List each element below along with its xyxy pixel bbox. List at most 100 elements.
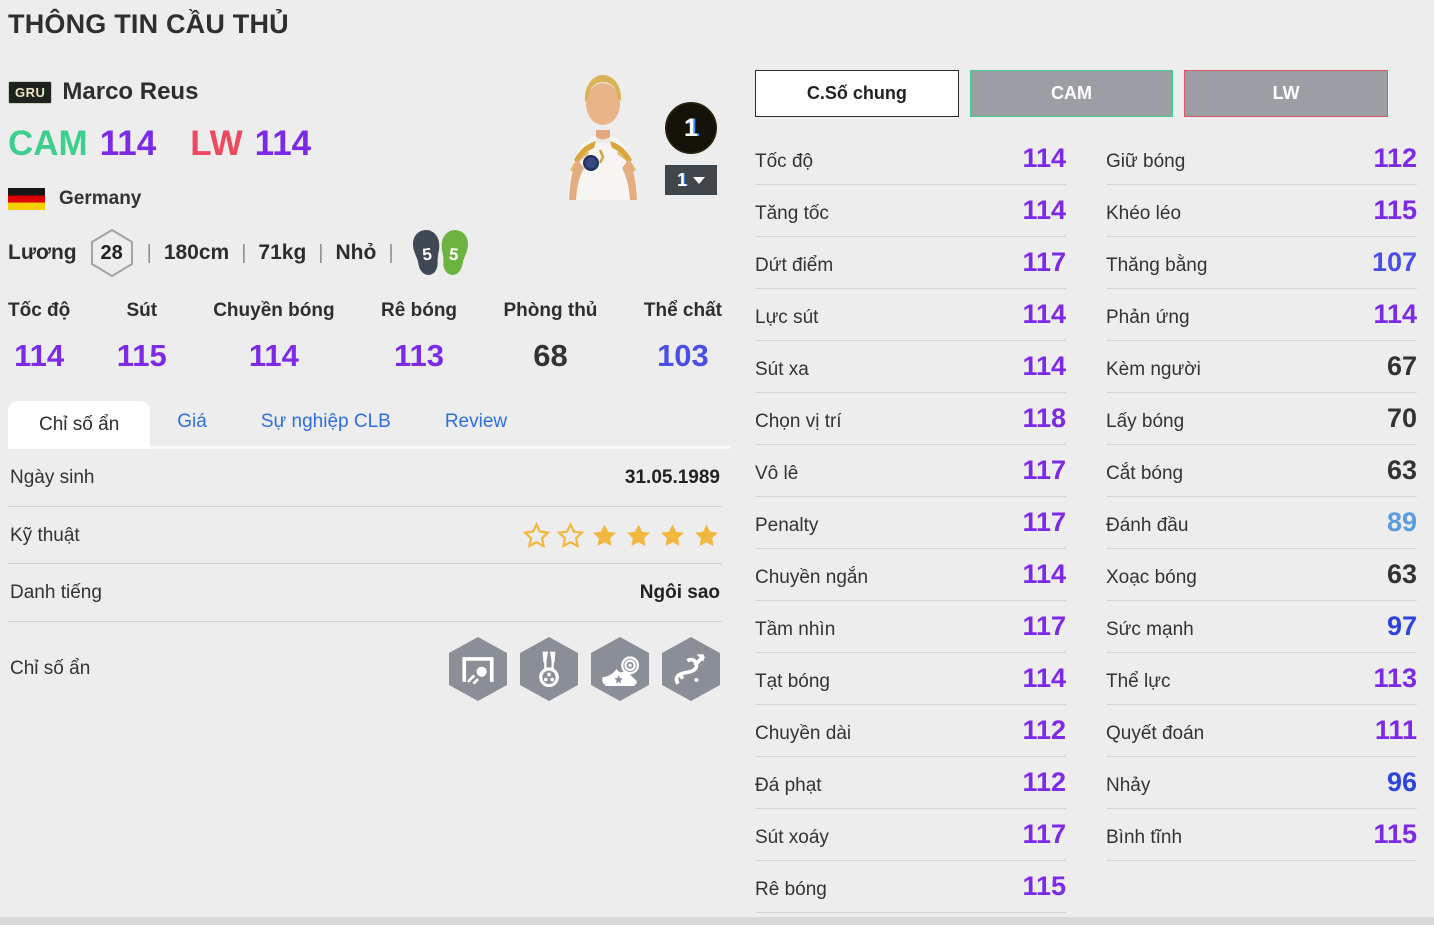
trait-icons bbox=[449, 637, 720, 701]
stat-row: Penalty 117 bbox=[755, 497, 1066, 549]
stat-label: Cắt bóng bbox=[1106, 463, 1184, 484]
position-filter-buttons: C.Số chung CAM LW bbox=[755, 70, 1389, 117]
tab-review[interactable]: Review bbox=[444, 411, 508, 432]
stat-row: Phản ứng 114 bbox=[1106, 289, 1417, 341]
stat-label: Penalty bbox=[755, 515, 819, 536]
stat-value: 118 bbox=[1022, 403, 1066, 433]
filter-button-lw[interactable]: LW bbox=[1184, 70, 1389, 117]
stat-value: 63 bbox=[1386, 559, 1417, 589]
stat-value: 117 bbox=[1022, 247, 1066, 277]
player-info-row: Lương 28 | 180cm | 71kg | Nhỏ | 5 5 bbox=[8, 228, 730, 278]
star-empty-icon bbox=[523, 522, 550, 549]
filter-button-cam[interactable]: CAM bbox=[969, 70, 1174, 117]
stat-row: Vô lê 117 bbox=[755, 445, 1066, 497]
stat-value: 114 bbox=[1373, 299, 1417, 329]
stat-value: 113 bbox=[1373, 663, 1417, 693]
stat-value: 115 bbox=[1373, 819, 1417, 849]
skill-stars bbox=[523, 522, 720, 549]
stat-value: 115 bbox=[1022, 871, 1066, 901]
filter-button-general[interactable]: C.Số chung bbox=[755, 70, 959, 117]
summary-stat: Phòng thủ 68 bbox=[504, 300, 598, 374]
salary-label: Lương bbox=[8, 241, 77, 264]
summary-stat-label: Sút bbox=[126, 300, 158, 321]
stat-columns: Tốc độ 114 Tăng tốc 114 Dứt điểm 117 Lực sút 11… bbox=[755, 133, 1417, 913]
stat-label: Bình tĩnh bbox=[1106, 827, 1183, 848]
tab-giá[interactable]: Giá bbox=[177, 411, 207, 432]
table-row-birthdate: Ngày sinh 31.05.1989 bbox=[8, 449, 722, 507]
separator: | bbox=[146, 241, 152, 264]
stat-label: Sức mạnh bbox=[1106, 619, 1194, 640]
player-name: Marco Reus bbox=[62, 78, 199, 105]
salary-value: 28 bbox=[100, 241, 123, 264]
stat-row: Sút xoáy 117 bbox=[755, 809, 1066, 861]
summary-stat-label: Rê bóng bbox=[381, 300, 458, 321]
hidden-stats-table: Ngày sinh 31.05.1989 Kỹ thuật Danh tiếng… bbox=[8, 449, 722, 715]
stat-row: Chọn vị trí 118 bbox=[755, 393, 1066, 445]
stat-label: Xoạc bóng bbox=[1106, 567, 1197, 588]
stat-value: 115 bbox=[1373, 195, 1417, 225]
chevron-down-icon bbox=[693, 176, 705, 184]
star-filled-icon bbox=[659, 522, 686, 549]
separator: | bbox=[318, 241, 324, 264]
stat-label: Đá phạt bbox=[755, 775, 822, 796]
weak-foot-value: 5 bbox=[420, 244, 433, 265]
stat-label: Lực sút bbox=[755, 307, 819, 328]
stat-row: Nhảy 96 bbox=[1106, 757, 1417, 809]
position-label-cam: CAM bbox=[8, 124, 88, 163]
body-type-value: Nhỏ bbox=[335, 241, 377, 264]
stat-value: 63 bbox=[1386, 455, 1417, 485]
stat-row: Cắt bóng 63 bbox=[1106, 445, 1417, 497]
tab-chỉ-số-ẩn[interactable]: Chỉ số ẩn bbox=[8, 401, 151, 449]
stat-row: Khéo léo 115 bbox=[1106, 185, 1417, 237]
separator: | bbox=[241, 241, 247, 264]
stat-column-0: Tốc độ 114 Tăng tốc 114 Dứt điểm 117 Lực sút 11… bbox=[755, 133, 1066, 913]
summary-stat-value: 113 bbox=[394, 338, 445, 373]
table-row-traits: Chỉ số ẩn bbox=[8, 622, 722, 715]
horizontal-scrollbar[interactable] bbox=[0, 917, 1434, 925]
stat-value: 112 bbox=[1373, 143, 1417, 173]
dribble-path-icon bbox=[662, 637, 720, 701]
stat-label: Tầm nhìn bbox=[755, 619, 836, 640]
stat-value: 114 bbox=[1022, 351, 1066, 381]
summary-stat: Thể chất 103 bbox=[644, 300, 722, 374]
stat-row: Rê bóng 115 bbox=[755, 861, 1066, 913]
summary-stat-label: Tốc độ bbox=[8, 300, 71, 321]
player-header: GRU Marco Reus bbox=[8, 78, 730, 106]
stat-value: 112 bbox=[1022, 715, 1066, 745]
upgrade-level-dropdown[interactable]: 1 bbox=[665, 165, 717, 195]
height-value: 180cm bbox=[163, 241, 230, 264]
stat-label: Giữ bóng bbox=[1106, 151, 1186, 172]
stat-label: Chọn vị trí bbox=[755, 411, 842, 432]
stat-value: 112 bbox=[1022, 767, 1066, 797]
tab-sự-nghiệp-clb[interactable]: Sự nghiệp CLB bbox=[260, 411, 391, 432]
star-empty-icon bbox=[557, 522, 584, 549]
stat-row: Lực sút 114 bbox=[755, 289, 1066, 341]
stat-value: 117 bbox=[1022, 819, 1066, 849]
weight-value: 71kg bbox=[258, 241, 307, 264]
stat-label: Tốc độ bbox=[755, 151, 814, 172]
table-row-fame: Danh tiếng Ngôi sao bbox=[8, 564, 722, 622]
summary-stat-label: Chuyền bóng bbox=[213, 300, 335, 321]
page-title: THÔNG TIN CẦU THỦ bbox=[8, 9, 289, 39]
summary-stat-label: Thể chất bbox=[643, 300, 722, 321]
stat-value: 117 bbox=[1022, 507, 1066, 537]
position-label-lw: LW bbox=[190, 124, 243, 163]
summary-stat-value: 68 bbox=[533, 338, 568, 373]
stat-label: Vô lê bbox=[755, 463, 799, 484]
stat-value: 114 bbox=[1022, 195, 1066, 225]
medal-ball-icon bbox=[520, 637, 578, 701]
stat-row: Quyết đoán 111 bbox=[1106, 705, 1417, 757]
stat-value: 97 bbox=[1386, 611, 1417, 641]
star-filled-icon bbox=[591, 522, 618, 549]
player-overview-panel: THÔNG TIN CẦU THỦ GRU Marco Reus CAM 114… bbox=[8, 0, 730, 715]
traits-label: Chỉ số ẩn bbox=[10, 658, 91, 679]
stat-row: Dứt điểm 117 bbox=[755, 237, 1066, 289]
stat-label: Khéo léo bbox=[1106, 203, 1182, 224]
boot-target-icon bbox=[591, 637, 649, 701]
stat-label: Đánh đầu bbox=[1106, 515, 1189, 536]
stat-value: 114 bbox=[1022, 143, 1066, 173]
stat-row: Chuyền ngắn 114 bbox=[755, 549, 1066, 601]
star-filled-icon bbox=[693, 522, 720, 549]
stat-label: Dứt điểm bbox=[755, 255, 834, 276]
stat-value: 114 bbox=[1022, 559, 1066, 589]
